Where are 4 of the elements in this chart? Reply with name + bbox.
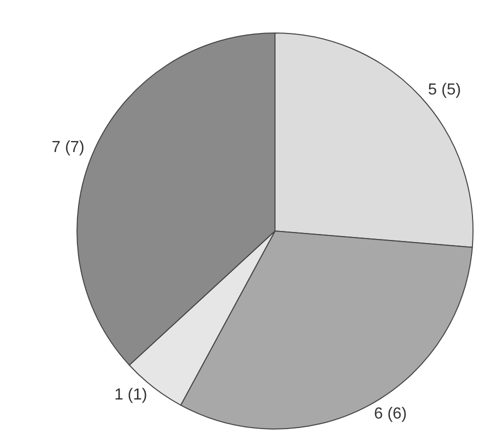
data-label: 7 (7) [52, 138, 85, 156]
data-label: 1 (1) [114, 386, 148, 404]
data-label: 5 (5) [428, 82, 461, 99]
data-label: 6 (6) [374, 405, 407, 422]
